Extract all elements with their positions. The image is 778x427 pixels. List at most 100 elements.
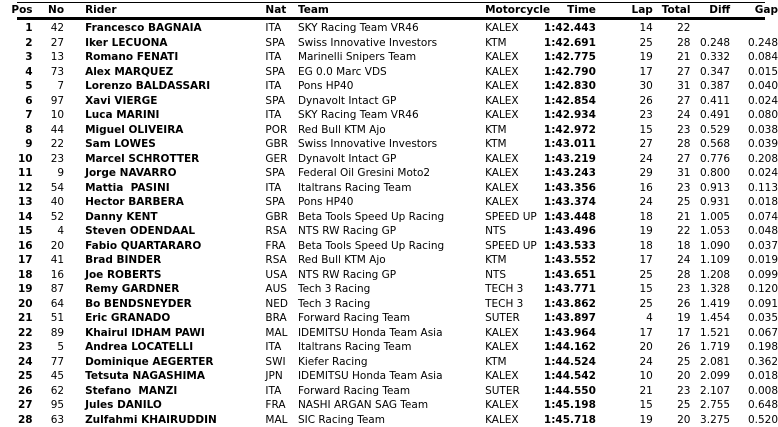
table-row: 5 7 Lorenzo BALDASSARI ITA Pons HP40 KALEX 1:4… <box>0 79 778 94</box>
cell-diff: 1.109 <box>700 254 731 266</box>
cell-pos: 18 <box>17 268 33 281</box>
cell-no: 95 <box>50 399 65 411</box>
cell-bike: KALEX <box>485 65 519 78</box>
cell-time: 1:44.550 <box>543 384 596 397</box>
cell-bike: KALEX <box>485 152 519 165</box>
cell-bike: KALEX <box>485 399 519 411</box>
cell-no: 7 <box>57 80 65 92</box>
column-header-rider: Rider <box>85 4 117 16</box>
table-row: 14 52 Danny KENT GBR Beta Tools Speed Up Rac… <box>0 210 778 225</box>
cell-gap: 0.091 <box>747 297 778 310</box>
cell-rider: Iker LECUONA <box>85 36 168 49</box>
cell-no: 51 <box>50 312 65 324</box>
cell-lap: 24 <box>639 355 653 368</box>
cell-rider: Jules DANILO <box>85 399 162 411</box>
cell-diff: 0.568 <box>700 138 731 150</box>
cell-gap: 0.048 <box>747 225 778 237</box>
cell-time: 1:42.972 <box>543 123 596 136</box>
cell-nat: ITA <box>265 341 282 353</box>
cell-diff: 1.454 <box>700 312 731 324</box>
cell-time: 1:45.718 <box>543 413 596 426</box>
cell-nat: JPN <box>265 370 283 382</box>
cell-no: 23 <box>50 152 65 165</box>
cell-bike: NTS <box>485 268 506 281</box>
cell-rider: Alex MARQUEZ <box>85 65 174 78</box>
cell-lap: 23 <box>639 109 653 121</box>
cell-time: 1:42.934 <box>543 109 596 121</box>
table-row: 25 45 Tetsuta NAGASHIMA JPN IDEMITSU Honda T… <box>0 369 778 384</box>
cell-lap: 17 <box>639 65 653 78</box>
cell-total: 18 <box>677 239 691 252</box>
cell-time: 1:42.691 <box>543 36 596 49</box>
table-row: 18 16 Joe ROBERTS USA NTS RW Racing GP NTS 1:4… <box>0 268 778 283</box>
cell-team: Pons HP40 <box>297 80 354 92</box>
cell-diff: 0.387 <box>700 80 731 92</box>
cell-bike: SPEED UP <box>485 239 537 252</box>
cell-time: 1:43.897 <box>543 312 596 324</box>
cell-lap: 29 <box>639 167 653 179</box>
cell-team: Red Bull KTM Ajo <box>297 254 386 266</box>
cell-bike: KALEX <box>485 22 519 34</box>
cell-rider: Zulfahmi KHAIRUDDIN <box>85 413 217 426</box>
cell-rider: Fabio QUARTARARO <box>85 239 202 252</box>
table-row: 2 27 Iker LECUONA SPA Swiss Innovative Inves… <box>0 36 778 51</box>
cell-team: Red Bull KTM Ajo <box>297 123 386 136</box>
cell-gap: 0.040 <box>747 80 778 92</box>
cell-lap: 25 <box>639 268 653 281</box>
cell-lap: 15 <box>639 283 653 295</box>
table-row: 8 44 Miguel OLIVEIRA POR Red Bull KTM Ajo KTM… <box>0 123 778 138</box>
cell-diff: 2.081 <box>700 355 731 368</box>
cell-gap: 0.099 <box>747 268 778 281</box>
cell-gap: 0.018 <box>747 370 778 382</box>
cell-pos: 27 <box>17 399 33 411</box>
cell-nat: MAL <box>265 413 288 426</box>
cell-total: 28 <box>677 268 691 281</box>
cell-diff <box>690 21 730 36</box>
table-row: 17 41 Brad BINDER RSA Red Bull KTM Ajo KTM 1:4… <box>0 253 778 268</box>
cell-no: 10 <box>50 109 65 121</box>
cell-rider: Dominique AEGERTER <box>85 355 214 368</box>
cell-bike: KALEX <box>485 167 519 179</box>
cell-total: 22 <box>677 225 691 237</box>
cell-pos: 11 <box>17 167 33 179</box>
cell-time: 1:43.219 <box>543 152 596 165</box>
cell-time: 1:43.011 <box>543 138 596 150</box>
cell-no: 97 <box>50 94 65 107</box>
cell-lap: 18 <box>639 210 653 223</box>
cell-time: 1:43.448 <box>543 210 596 223</box>
cell-gap: 0.008 <box>747 384 778 397</box>
cell-gap: 0.035 <box>747 312 778 324</box>
cell-gap <box>730 21 778 36</box>
cell-diff: 0.411 <box>700 94 731 107</box>
cell-time: 1:43.496 <box>543 225 596 237</box>
cell-pos: 16 <box>17 239 33 252</box>
table-row: 28 63 Zulfahmi KHAIRUDDIN MAL SIC Racing Tea… <box>0 413 778 427</box>
cell-nat: SPA <box>265 196 285 208</box>
cell-rider: Bo BENDSNEYDER <box>85 297 192 310</box>
cell-team: Marinelli Snipers Team <box>297 51 417 63</box>
cell-team: IDEMITSU Honda Team Asia <box>297 326 443 339</box>
cell-diff: 3.275 <box>700 413 731 426</box>
cell-rider: Jorge NAVARRO <box>85 167 177 179</box>
cell-bike: KTM <box>485 36 507 49</box>
column-header-total: Total <box>661 4 691 16</box>
cell-rider: Sam LOWES <box>85 138 156 150</box>
cell-pos: 2 <box>25 36 33 49</box>
cell-lap: 17 <box>639 326 653 339</box>
cell-pos: 26 <box>17 384 33 397</box>
cell-diff: 0.800 <box>700 167 731 179</box>
cell-nat: BRA <box>265 312 287 324</box>
cell-time: 1:42.790 <box>543 65 596 78</box>
cell-no: 4 <box>57 225 65 237</box>
cell-total: 19 <box>677 312 691 324</box>
cell-pos: 23 <box>17 341 33 353</box>
cell-total: 28 <box>677 36 691 49</box>
cell-pos: 28 <box>17 413 33 426</box>
cell-time: 1:42.775 <box>543 51 596 63</box>
cell-total: 20 <box>677 370 691 382</box>
cell-total: 21 <box>677 210 691 223</box>
cell-team: NTS RW Racing GP <box>297 225 397 237</box>
cell-gap: 0.019 <box>747 254 778 266</box>
cell-diff: 1.328 <box>700 283 731 295</box>
cell-gap: 0.015 <box>747 65 778 78</box>
